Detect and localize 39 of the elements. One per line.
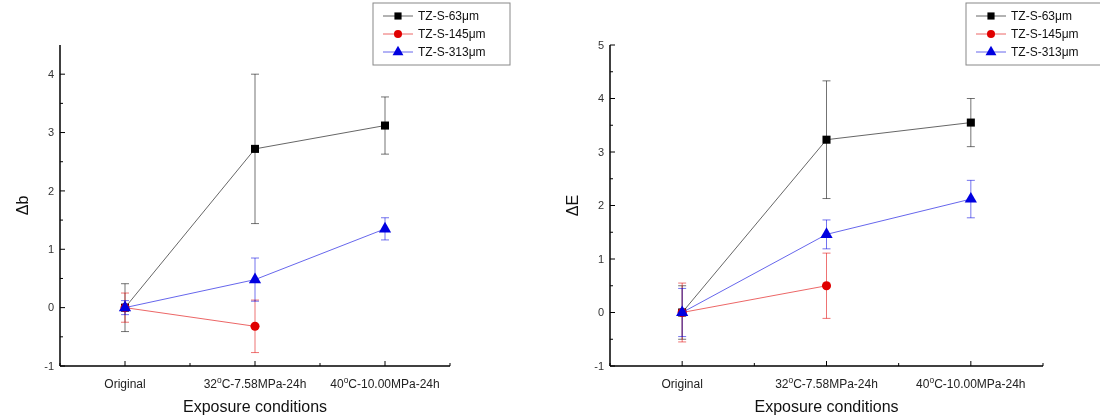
x-axis-title: Exposure conditions (754, 398, 899, 415)
point (820, 227, 833, 238)
y-axis-title: ΔE (564, 194, 581, 217)
legend-label: TZ-S-145μm (418, 27, 486, 42)
y-tick-label: 0 (597, 306, 604, 319)
x-tick-label: 40$^{o}$C-10.00MPa-24h (916, 375, 1026, 391)
y-tick-label: 4 (47, 68, 54, 81)
legend-label: TZ-S-63μm (1011, 9, 1072, 24)
y-tick-label: 1 (47, 243, 54, 256)
point (378, 221, 392, 233)
y-tick-label: -1 (594, 359, 604, 372)
legend-label: TZ-S-63μm (418, 9, 479, 24)
x-tick-label: Original (661, 377, 703, 391)
point (380, 121, 390, 130)
y-tick-label: 1 (597, 252, 604, 265)
x-tick-label: 40$^{o}$C-10.00MPa-24h (330, 375, 440, 391)
point (964, 192, 977, 203)
x-tick-label: 32$^{o}$C-7.58MPa-24h (775, 375, 878, 391)
x-tick-label: Original (104, 377, 146, 391)
x-axis-title: Exposure conditions (182, 398, 328, 415)
point (248, 272, 262, 284)
y-tick-label: 0 (47, 301, 54, 314)
x-tick-label: 32$^{o}$C-7.58MPa-24h (203, 375, 307, 391)
y-tick-label: 3 (47, 126, 54, 139)
y-tick-label: 5 (597, 38, 604, 51)
y-tick-label: 2 (47, 184, 54, 197)
y-tick-label: 2 (597, 199, 604, 212)
legend-label: TZ-S-313μm (418, 45, 486, 60)
point (250, 321, 260, 331)
point (822, 135, 831, 144)
point (250, 144, 260, 153)
legend-label: TZ-S-145μm (1011, 27, 1079, 42)
legend-label: TZ-S-313μm (1011, 45, 1079, 60)
y-tick-label: 3 (597, 145, 604, 158)
point (821, 281, 832, 291)
y-tick-label: -1 (44, 359, 54, 372)
point (966, 118, 975, 127)
y-tick-label: 4 (597, 92, 604, 105)
y-axis-title: Δb (14, 195, 31, 216)
